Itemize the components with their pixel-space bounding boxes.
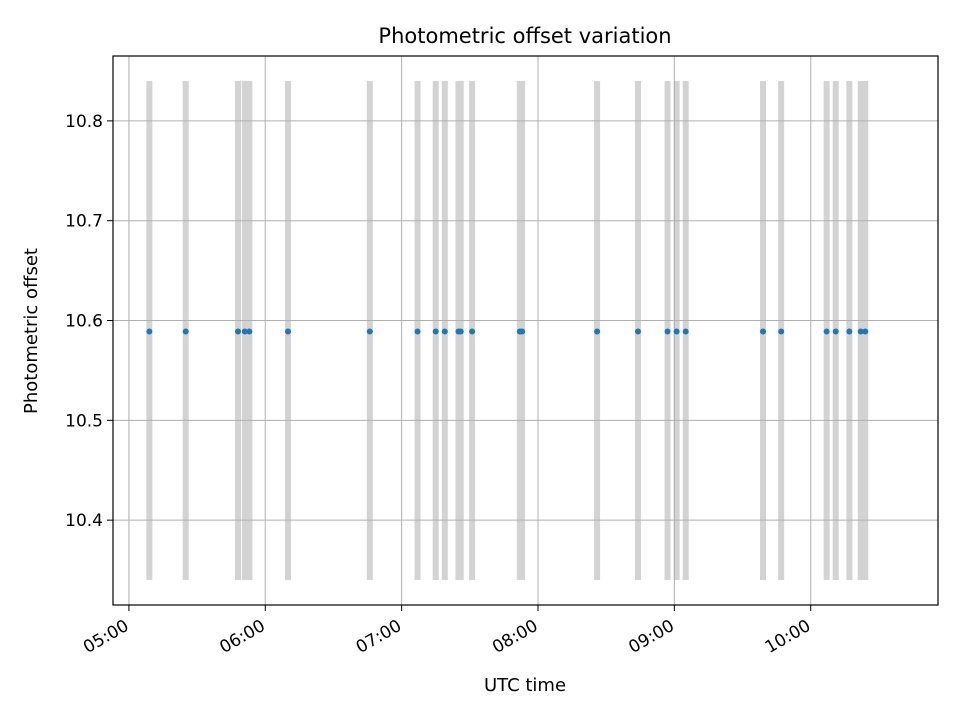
x-tick-label: 08:00: [489, 616, 541, 658]
data-point: [594, 328, 601, 335]
data-point: [241, 328, 248, 335]
data-point: [414, 328, 421, 335]
y-axis-label: Photometric offset: [21, 248, 42, 414]
data-point: [432, 328, 439, 335]
x-axis-label: UTC time: [484, 675, 566, 696]
data-point: [146, 328, 153, 335]
data-point: [366, 328, 373, 335]
data-point: [760, 328, 766, 335]
data-point: [285, 328, 291, 335]
x-tick-label: 07:00: [353, 616, 405, 658]
y-tick-label: 10.4: [65, 511, 103, 531]
plot-frame: [112, 55, 939, 606]
y-axis-ticks: 10.4 10.5 10.6 10.7 10.8: [65, 112, 113, 531]
data-point: [246, 328, 253, 335]
x-tick-label: 10:00: [762, 616, 814, 658]
data-point: [682, 328, 689, 335]
data-point: [832, 328, 839, 335]
data-points: [146, 328, 869, 335]
data-point: [519, 328, 526, 335]
y-tick-label: 10.8: [65, 112, 103, 132]
data-point: [235, 328, 241, 335]
chart-title: Photometric offset variation: [378, 24, 671, 48]
data-point: [441, 328, 448, 335]
data-point: [823, 328, 830, 335]
data-point: [846, 328, 853, 335]
y-tick-label: 10.6: [65, 312, 103, 332]
data-point: [664, 328, 671, 335]
data-point: [182, 328, 189, 335]
data-point: [635, 328, 641, 335]
data-point: [673, 328, 680, 335]
x-tick-label: 05:00: [80, 616, 132, 658]
data-point: [857, 328, 864, 335]
data-point: [457, 328, 464, 335]
exposure-bands: [146, 80, 869, 581]
x-axis-ticks: 05:00 06:00 07:00 08:00 09:00 10:00: [80, 605, 814, 658]
y-tick-label: 10.7: [65, 212, 103, 232]
data-point: [469, 328, 476, 335]
x-tick-label: 09:00: [625, 616, 677, 658]
y-tick-label: 10.5: [65, 411, 103, 431]
x-tick-label: 06:00: [216, 616, 268, 658]
data-point: [862, 328, 869, 335]
data-point: [778, 328, 785, 335]
